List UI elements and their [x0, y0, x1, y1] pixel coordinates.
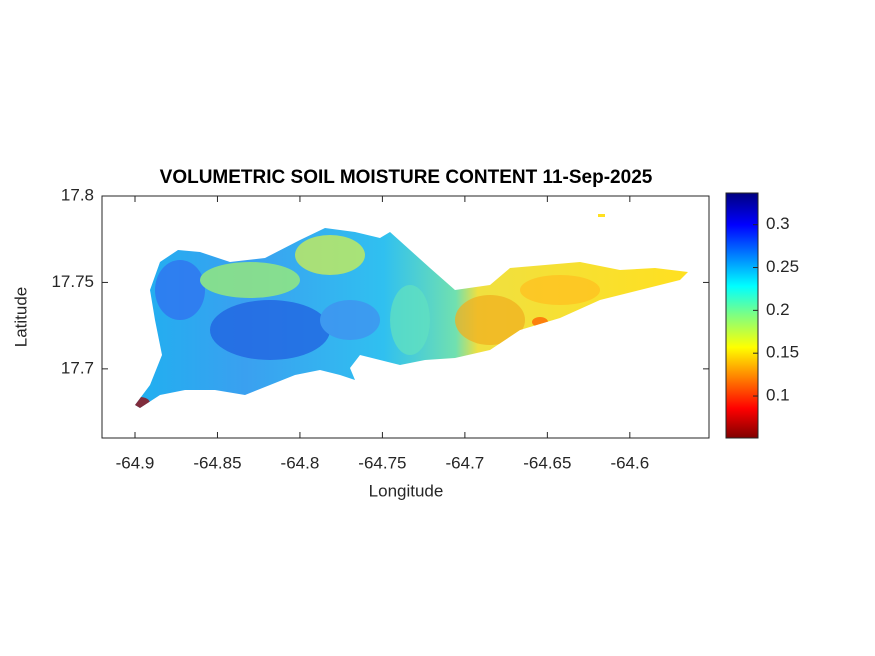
x-tick-label: -64.75: [358, 453, 406, 472]
x-tick-label: -64.9: [116, 453, 155, 472]
y-axis-label: Latitude: [11, 287, 30, 348]
x-tick-label: -64.85: [193, 453, 241, 472]
x-axis-label: Longitude: [369, 481, 444, 500]
colorbar: [725, 192, 759, 439]
chart-title: VOLUMETRIC SOIL MOISTURE CONTENT 11-Sep-…: [160, 167, 653, 188]
y-tick-label: 17.8: [61, 185, 94, 204]
axes-box: [101, 195, 710, 439]
x-tick-label: -64.65: [523, 453, 571, 472]
colorbar-tick-label: 0.15: [766, 343, 799, 362]
x-tick-label: -64.7: [446, 453, 485, 472]
y-tick-label: 17.7: [61, 358, 94, 377]
colorbar-tick-label: 0.25: [766, 257, 799, 276]
x-tick-label: -64.6: [610, 453, 649, 472]
colorbar-tick-label: 0.1: [766, 386, 790, 405]
island-map: [135, 214, 688, 408]
y-tick-label: 17.75: [51, 272, 94, 291]
colorbar-tick-label: 0.2: [766, 300, 790, 319]
x-tick-label: -64.8: [281, 453, 320, 472]
colorbar-tick-label: 0.3: [766, 214, 790, 233]
